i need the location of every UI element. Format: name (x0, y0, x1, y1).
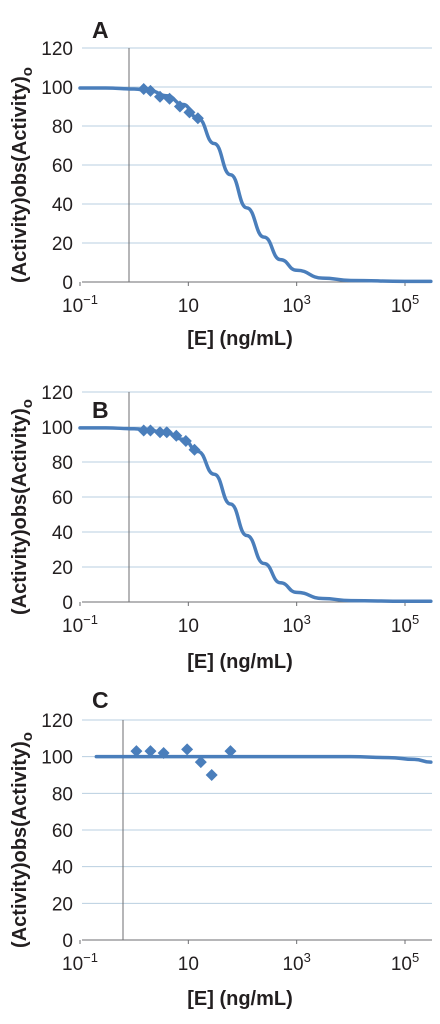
data-point (144, 745, 157, 758)
y-tick-label: 40 (52, 858, 73, 879)
x-tick-label: 10 (178, 954, 199, 975)
data-point (144, 84, 157, 97)
x-tick-label: 10−1 (62, 950, 98, 975)
y-axis-title: (Activity)obs(Activity)o (9, 67, 36, 283)
y-tick-label: 20 (52, 234, 73, 255)
y-tick-label: 100 (41, 78, 73, 99)
data-point (179, 435, 192, 447)
y-tick-label: 100 (41, 748, 73, 769)
data-point (154, 426, 167, 439)
x-tick-label: 105 (391, 950, 419, 975)
fit-curve (78, 86, 433, 284)
x-tick-label: 103 (282, 612, 310, 637)
y-tick-label: 80 (52, 117, 73, 138)
data-point (144, 424, 157, 437)
y-tick-label: 60 (52, 821, 73, 842)
y-tick-label: 0 (62, 931, 73, 952)
y-tick-label: 120 (41, 39, 73, 60)
x-tick-label: 10−1 (62, 292, 98, 317)
x-tick-label: 10 (178, 296, 199, 317)
panel-b: 0 20 40 60 80 100 120 10−1 10 103 105 B [E] (ng/mL) (… (9, 383, 433, 673)
fit-curve (94, 754, 433, 764)
panel-label: A (92, 17, 109, 43)
data-point (160, 426, 173, 439)
x-axis-title: [E] (ng/mL) (187, 988, 293, 1010)
x-axis-title: [E] (ng/mL) (187, 328, 293, 350)
y-axis-title: (Activity)obs(Activity)o (9, 399, 36, 615)
y-tick-label: 40 (52, 195, 73, 216)
x-tick-label: 10 (178, 616, 199, 637)
data-point (130, 745, 143, 758)
x-tick-label: 105 (391, 612, 419, 637)
x-tick-label: 103 (282, 292, 310, 317)
data-point (194, 756, 207, 769)
x-tick-label: 103 (282, 950, 310, 975)
y-tick-label: 20 (52, 558, 73, 579)
x-tick-label: 105 (391, 292, 419, 317)
panel-c: 0 20 40 60 80 100 120 10−1 10 103 105 C [E] (ng/mL) (… (9, 687, 433, 1010)
y-tick-label: 0 (62, 593, 73, 614)
y-tick-label: 120 (41, 711, 73, 732)
panel-a: 0 20 40 60 80 100 120 10−1 10 103 105 A [E] (ng/mL) (… (9, 17, 433, 350)
y-axis-title: (Activity)obs(Activity)o (9, 732, 36, 948)
data-point (170, 429, 183, 442)
data-point (183, 106, 196, 119)
data-point (181, 743, 194, 756)
data-point (157, 747, 170, 759)
data-point (163, 92, 176, 105)
y-tick-label: 60 (52, 156, 73, 177)
y-tick-label: 20 (52, 894, 73, 915)
x-tick-label: 10−1 (62, 612, 98, 637)
data-point (137, 424, 150, 437)
x-axis-title: [E] (ng/mL) (187, 651, 293, 673)
y-tick-label: 80 (52, 453, 73, 474)
panel-label: C (92, 687, 109, 713)
y-tick-label: 0 (62, 273, 73, 294)
data-point (188, 443, 201, 456)
fit-curve (78, 426, 433, 604)
y-tick-label: 40 (52, 523, 73, 544)
data-point (205, 769, 218, 781)
data-point (173, 100, 186, 113)
y-tick-label: 100 (41, 418, 73, 439)
data-point (154, 90, 167, 103)
data-point (191, 112, 204, 125)
y-tick-label: 120 (41, 383, 73, 404)
data-point (224, 745, 237, 758)
y-tick-label: 60 (52, 488, 73, 509)
panel-label: B (92, 397, 109, 423)
y-tick-label: 80 (52, 784, 73, 805)
